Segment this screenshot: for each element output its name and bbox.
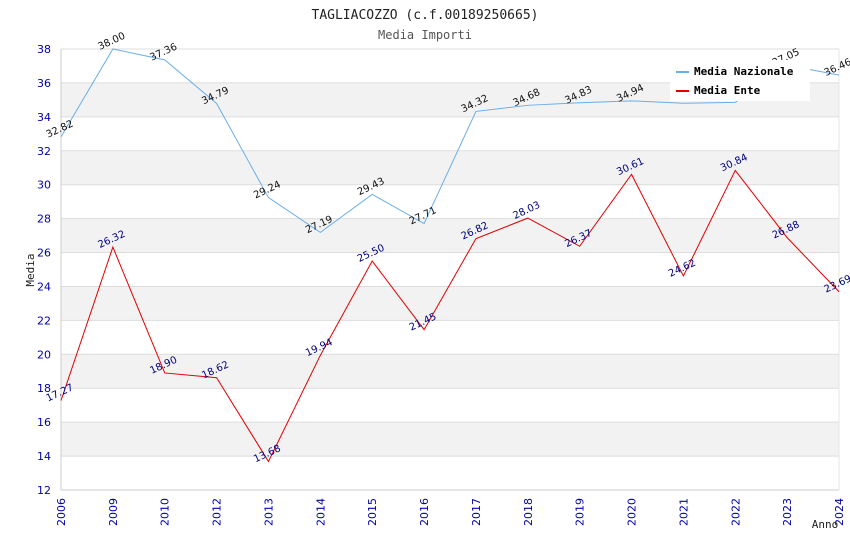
x-tick-label: 2021 [677,498,690,526]
y-tick-label: 38 [37,43,51,56]
x-tick-label: 2009 [107,498,120,526]
chart-subtitle: Media Importi [378,28,472,42]
y-tick-labels: 12 14 16 18 20 22 24 26 28 30 32 34 36 38 [37,43,51,497]
grid-band [61,218,839,253]
legend-label-media-nazionale: Media Nazionale [694,65,794,78]
chart-title: TAGLIACOZZO (c.f.00189250665) [312,8,539,23]
y-tick-label: 26 [37,247,51,260]
y-tick-label: 36 [37,77,51,90]
x-tick-label: 2024 [833,498,846,526]
series-line-media-nazionale [60,48,840,233]
legend-box [670,60,810,101]
legend-label-media-ente: Media Ente [694,84,761,97]
y-tick-label: 14 [37,450,51,463]
y-axis-label: Media [24,253,37,286]
y-tick-label: 18 [37,382,51,395]
data-label: 37.36 [148,42,179,64]
x-tick-label: 2022 [729,498,742,526]
x-tick-label: 2017 [470,498,483,526]
x-tick-label: 2020 [626,498,639,526]
x-tick-label: 2012 [211,498,224,526]
grid-bands [61,82,839,457]
x-tick-label: 2013 [262,498,275,526]
x-tick-label: 2023 [781,498,794,526]
data-label: 36.46 [823,57,850,79]
y-tick-label: 20 [37,348,51,361]
data-label: 24.62 [667,258,698,280]
y-tick-label: 24 [37,280,51,293]
y-tick-label: 12 [37,484,51,497]
grid-band [61,422,839,457]
x-tick-labels: 2006 2009 2010 2012 2013 2014 2015 2016 2017 2018… [55,498,846,526]
x-tick-label: 2018 [522,498,535,526]
series-line-media-ente [60,169,840,463]
y-tick-label: 30 [37,179,51,192]
y-tick-label: 32 [37,145,51,158]
legend: Media Nazionale Media Ente [670,60,810,101]
y-tick-label: 34 [37,111,51,124]
grid-lines [61,48,839,491]
grid-band [61,286,839,321]
y-tick-label: 22 [37,314,51,327]
y-tick-label: 16 [37,416,51,429]
x-tick-label: 2010 [159,498,172,526]
grid-band [61,354,839,389]
x-tick-label: 2014 [314,498,327,526]
x-tick-label: 2015 [366,498,379,526]
x-tick-label: 2006 [55,498,68,526]
axes [60,49,840,491]
series-lines [60,48,840,463]
x-tick-label: 2019 [574,498,587,526]
x-axis-label: Anno [812,518,839,531]
y-tick-label: 28 [37,213,51,226]
x-tick-label: 2016 [418,498,431,526]
